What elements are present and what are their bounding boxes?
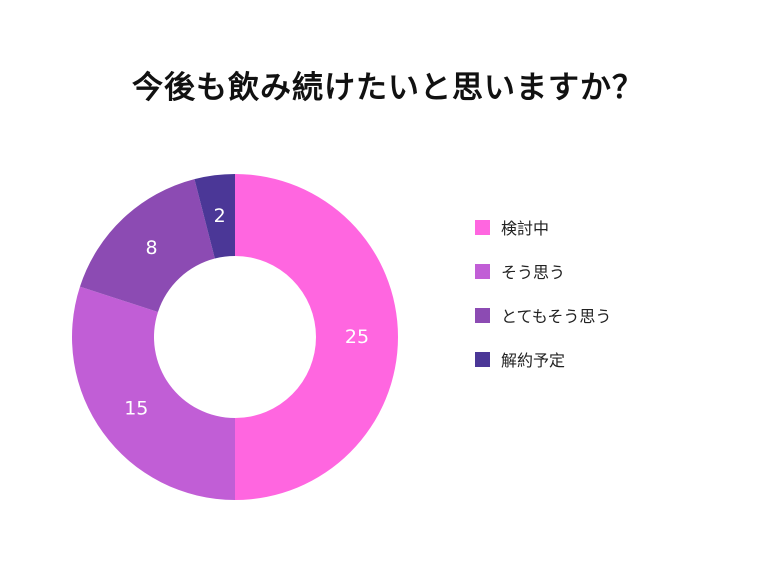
slice-value-label: 2 — [214, 205, 226, 227]
legend-swatch — [475, 351, 490, 367]
legend-item: そう思う — [475, 260, 611, 282]
legend-label: とてもそう思う — [501, 307, 612, 326]
donut-slice-1 — [235, 174, 398, 500]
legend-label: 検討中 — [501, 219, 550, 238]
legend-item: とてもそう思う — [475, 304, 611, 326]
slice-value-label: 8 — [145, 237, 157, 259]
legend-swatch — [475, 219, 490, 235]
slice-value-label: 25 — [345, 326, 369, 348]
donut-slice-4 — [194, 174, 235, 259]
legend: 検討中そう思うとてもそう思う 解約予定 — [475, 216, 611, 392]
slice-value-label: 15 — [124, 398, 148, 420]
legend-label: 解約予定 — [501, 351, 566, 370]
chart-title: 今後も飲み続けたいと思いますか？ — [132, 70, 644, 106]
legend-swatch — [475, 263, 490, 279]
legend-item: 解約予定 — [475, 348, 611, 370]
legend-item: 検討中 — [475, 216, 611, 238]
legend-label: そう思う — [501, 263, 566, 282]
legend-swatch — [475, 307, 490, 323]
donut-slice-3 — [79, 179, 215, 312]
donut-slice-2 — [71, 286, 236, 500]
